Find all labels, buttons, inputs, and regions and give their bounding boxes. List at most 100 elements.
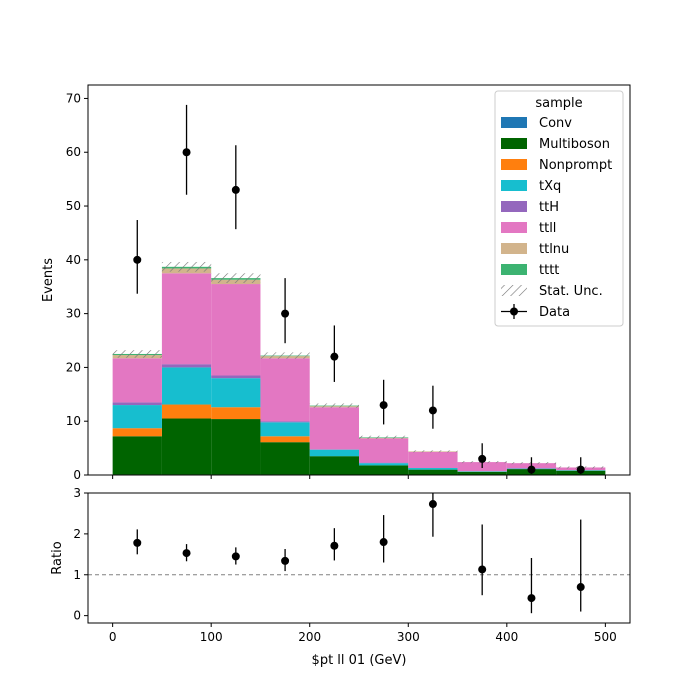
top-axes: 0 10 20 30 40 50 60 70: [66, 91, 606, 482]
bar-ttll: [211, 284, 261, 376]
ratio-point: [231, 552, 240, 561]
bar-multiboson: [359, 465, 409, 475]
stat-unc-band: [112, 350, 162, 358]
bar-txq: [408, 468, 458, 470]
legend-label-conv: Conv: [539, 116, 572, 131]
data-point: [379, 401, 388, 410]
ratio-point: [527, 594, 536, 603]
ratio-point: [133, 538, 142, 547]
xtick-label: 500: [594, 630, 617, 644]
bar-txq: [260, 422, 310, 437]
legend-swatch-nonprompt: [501, 159, 527, 170]
bar-tth: [309, 449, 359, 450]
xlabel: $pt ll 01 (GeV): [312, 653, 407, 668]
bar-multiboson: [211, 419, 261, 475]
xtick-label: 300: [397, 630, 420, 644]
top-ytick-label: 30: [66, 307, 81, 321]
legend-label-data: Data: [539, 305, 570, 320]
legend-data-marker: [510, 307, 518, 316]
xtick-label: 0: [109, 630, 117, 644]
bar-tth: [161, 364, 212, 368]
legend-label-multiboson: Multiboson: [539, 137, 610, 152]
legend-swatch-tth: [501, 201, 527, 212]
legend-items: Conv Multiboson Nonprompt tXq ttH ttll ttlnu tt…: [501, 116, 612, 320]
series-nonprompt: [112, 404, 310, 443]
series-ttll: [112, 273, 606, 472]
legend: sample Conv Multiboson Nonprompt tXq ttH ttll…: [494, 90, 624, 327]
bar-multiboson: [260, 442, 310, 475]
top-panel: 0 10 20 30 40 50 60 70 Events: [41, 84, 631, 482]
bar-tth: [359, 462, 409, 464]
stat-unc-band: [260, 352, 310, 359]
legend-label-ttll: ttll: [539, 221, 556, 236]
data-point: [281, 309, 290, 318]
bar-multiboson: [408, 469, 458, 475]
legend-label-txq: tXq: [539, 179, 561, 194]
bottom-axes: 0 1 2 3 0 100 200 300 400 500: [73, 486, 616, 644]
legend-swatch-tttt: [501, 264, 527, 275]
top-ytick-label: 70: [66, 91, 81, 105]
data-point: [330, 352, 339, 361]
data-point: [478, 454, 487, 463]
legend-label-tth: ttH: [539, 200, 559, 215]
legend-title: sample: [535, 96, 582, 111]
bar-nonprompt: [211, 407, 261, 420]
stat-unc-band: [309, 403, 359, 408]
top-ytick-label: 0: [73, 468, 81, 482]
top-ylabel: Events: [41, 258, 56, 302]
bottom-ytick-label: 2: [73, 527, 81, 541]
bar-tth: [211, 375, 261, 379]
legend-swatch-stat-unc: [501, 285, 527, 296]
xtick-label: 100: [200, 630, 223, 644]
bar-nonprompt: [260, 436, 310, 443]
bar-txq: [161, 367, 212, 405]
bar-txq: [112, 405, 162, 429]
data-point: [527, 465, 536, 474]
stat-unc-band: [161, 261, 212, 272]
bottom-ylabel: Ratio: [50, 541, 65, 574]
series-txq: [112, 367, 606, 472]
bottom-panel: 0 1 2 3 0 100 200 300 400 500 Ratio $pt ll 01 (Ge…: [50, 486, 631, 668]
bar-txq: [457, 471, 507, 472]
legend-label-stat-unc: Stat. Unc.: [539, 284, 603, 299]
bar-txq: [309, 449, 359, 457]
bar-tth: [260, 421, 310, 423]
legend-swatch-ttlnu: [501, 243, 527, 254]
legend-label-tttt: tttt: [539, 263, 559, 278]
legend-swatch-multiboson: [501, 138, 527, 149]
bar-multiboson: [112, 436, 162, 475]
top-ytick-label: 40: [66, 253, 81, 267]
ratio-point: [576, 583, 585, 592]
top-plot-frame: [87, 84, 631, 476]
xtick-label: 200: [298, 630, 321, 644]
top-marks: [112, 104, 606, 475]
ratio-point: [379, 538, 388, 547]
bar-multiboson: [161, 418, 212, 475]
top-ytick-label: 10: [66, 414, 81, 428]
legend-swatch-txq: [501, 180, 527, 191]
top-ytick-label: 20: [66, 360, 81, 374]
data-point: [182, 148, 191, 157]
legend-label-nonprompt: Nonprompt: [539, 158, 612, 173]
series-tth: [112, 364, 409, 464]
bar-ttll: [359, 438, 409, 463]
bottom-plot-frame: [87, 492, 631, 624]
bar-txq: [211, 378, 261, 408]
bottom-marks: [88, 493, 630, 614]
data-point: [133, 255, 142, 264]
data-points: [133, 104, 585, 474]
bar-ttll: [408, 451, 458, 469]
ratio-point: [281, 556, 290, 565]
bar-multiboson: [309, 456, 359, 475]
data-point: [231, 185, 240, 194]
bar-ttll: [161, 273, 212, 365]
stat-unc-band: [408, 450, 458, 453]
bottom-ytick-label: 0: [73, 609, 81, 623]
ratio-point: [478, 565, 487, 574]
legend-swatch-conv: [501, 117, 527, 128]
bar-ttll: [309, 407, 359, 450]
bar-multiboson: [457, 471, 507, 475]
bottom-ytick-label: 1: [73, 568, 81, 582]
bar-txq: [359, 463, 409, 466]
